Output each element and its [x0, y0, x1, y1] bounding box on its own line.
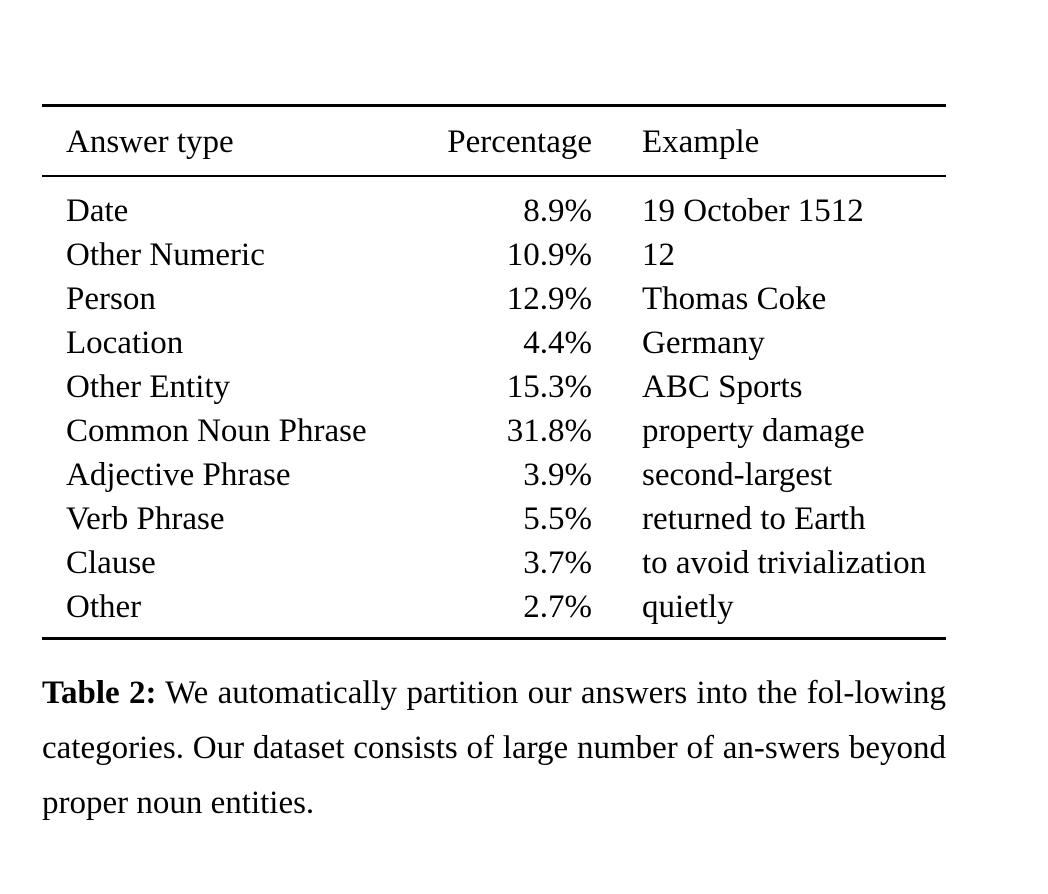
caption-label: Table 2: — [42, 675, 157, 711]
cell-percentage: 8.9% — [523, 193, 592, 229]
table-row: Common Noun Phrase 31.8% property damage — [42, 409, 946, 453]
cell-answer-type: Adjective Phrase — [66, 457, 291, 493]
header-percentage: Percentage — [447, 124, 592, 160]
cell-answer-type: Common Noun Phrase — [66, 413, 367, 449]
cell-answer-type: Verb Phrase — [66, 501, 225, 537]
cell-example: Thomas Coke — [642, 281, 827, 317]
cell-example: returned to Earth — [642, 501, 866, 537]
cell-percentage: 10.9% — [506, 237, 592, 273]
top-rule — [42, 104, 946, 107]
table-row: Other Numeric 10.9% 12 — [42, 233, 946, 277]
header-rule — [42, 175, 946, 177]
table-row: Other Entity 15.3% ABC Sports — [42, 365, 946, 409]
cell-percentage: 2.7% — [523, 589, 592, 625]
cell-percentage: 3.9% — [523, 457, 592, 493]
table-row: Other 2.7% quietly — [42, 585, 946, 637]
cell-answer-type: Other Numeric — [66, 237, 265, 273]
cell-answer-type: Other — [66, 589, 142, 625]
caption-text: We automatically partition our answers i… — [42, 675, 946, 821]
cell-example: 12 — [642, 237, 675, 273]
table-caption: Table 2: We automatically partition our … — [42, 666, 946, 831]
cell-answer-type: Clause — [66, 545, 156, 581]
cell-answer-type: Person — [66, 281, 156, 317]
cell-percentage: 3.7% — [523, 545, 592, 581]
answer-type-table: Answer type Percentage Example Date 8.9%… — [42, 104, 946, 640]
cell-percentage: 4.4% — [523, 325, 592, 361]
table-row: Adjective Phrase 3.9% second-largest — [42, 453, 946, 497]
cell-percentage: 15.3% — [506, 369, 592, 405]
table-row: Date 8.9% 19 October 1512 — [42, 177, 946, 233]
cell-answer-type: Other Entity — [66, 369, 231, 405]
header-answer-type: Answer type — [66, 124, 234, 160]
cell-example: to avoid trivialization — [642, 545, 927, 581]
table-row: Person 12.9% Thomas Coke — [42, 277, 946, 321]
bottom-rule — [42, 637, 946, 640]
cell-answer-type: Date — [66, 193, 129, 229]
header-row: Answer type Percentage Example — [42, 107, 946, 175]
cell-percentage: 12.9% — [506, 281, 592, 317]
cell-example: 19 October 1512 — [642, 193, 864, 229]
table-row: Clause 3.7% to avoid trivialization — [42, 541, 946, 585]
cell-example: Germany — [642, 325, 765, 361]
cell-percentage: 5.5% — [523, 501, 592, 537]
cell-percentage: 31.8% — [506, 413, 592, 449]
cell-answer-type: Location — [66, 325, 184, 361]
cell-example: property damage — [642, 413, 865, 449]
table-grid: Answer type Percentage Example Date 8.9%… — [42, 107, 946, 637]
table-row: Location 4.4% Germany — [42, 321, 946, 365]
table-row: Verb Phrase 5.5% returned to Earth — [42, 497, 946, 541]
cell-example: second-largest — [642, 457, 832, 493]
header-example: Example — [642, 124, 760, 160]
cell-example: ABC Sports — [642, 369, 803, 405]
cell-example: quietly — [642, 589, 734, 625]
